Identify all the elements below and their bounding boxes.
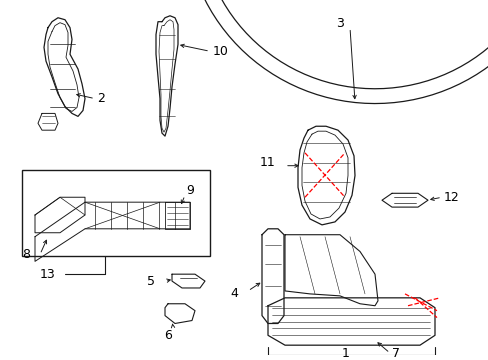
- Text: 13: 13: [39, 268, 55, 281]
- Text: 9: 9: [185, 184, 193, 197]
- Text: 3: 3: [335, 17, 343, 30]
- Bar: [22, 170, 209, 256]
- Text: 5: 5: [147, 275, 155, 288]
- Text: 4: 4: [230, 287, 238, 300]
- Text: 7: 7: [391, 347, 399, 360]
- Text: 11: 11: [259, 156, 274, 169]
- Text: 2: 2: [97, 92, 104, 105]
- Text: 1: 1: [342, 347, 349, 360]
- Text: 12: 12: [443, 191, 459, 204]
- Text: 6: 6: [164, 329, 172, 342]
- Text: 8: 8: [22, 248, 30, 261]
- Text: 10: 10: [213, 45, 228, 58]
